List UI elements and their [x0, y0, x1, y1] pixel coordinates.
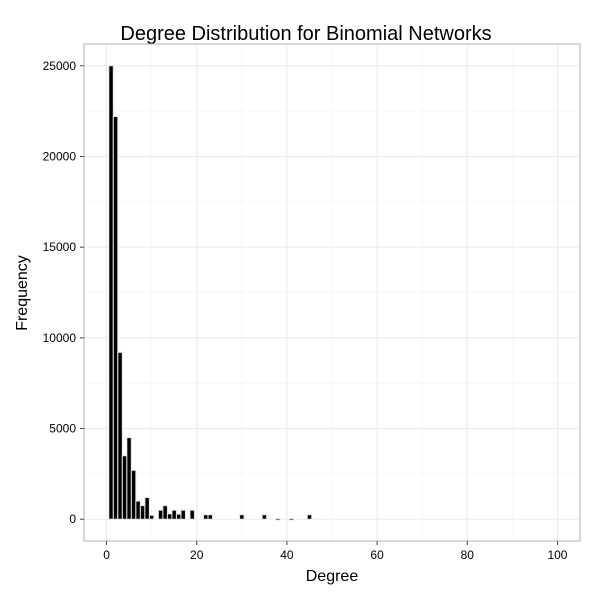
- bar-degree-13: [162, 505, 168, 520]
- bar-degree-9: [144, 496, 150, 520]
- bar-degree-38: [275, 518, 281, 521]
- bar-degree-10: [148, 514, 155, 520]
- bars: [108, 65, 313, 521]
- grid-lines: [84, 44, 580, 541]
- y-axis-title: Frequency: [14, 255, 31, 331]
- bar-degree-45: [306, 514, 313, 520]
- bar-degree-16: [175, 513, 182, 520]
- bar-degree-22: [202, 514, 209, 520]
- bar-degree-8: [139, 505, 146, 520]
- y-tick-label: 0: [69, 512, 76, 526]
- bar-degree-4: [121, 455, 128, 520]
- x-axis-title: Degree: [306, 568, 359, 585]
- bar-degree-23: [207, 514, 214, 520]
- bar-degree-30: [239, 514, 245, 520]
- y-tick-label: 25000: [43, 59, 77, 73]
- x-tick-label: 60: [370, 548, 384, 562]
- y-tick-label: 15000: [43, 240, 77, 254]
- y-tick-label: 20000: [43, 149, 77, 163]
- x-tick-label: 40: [280, 548, 294, 562]
- y-tick-label: 5000: [49, 422, 76, 436]
- bar-degree-2: [112, 116, 119, 520]
- bar-degree-1: [108, 65, 114, 520]
- x-tick-label: 100: [547, 548, 567, 562]
- plot-panel: [83, 43, 581, 542]
- x-tick-label: 0: [103, 548, 110, 562]
- bar-degree-6: [130, 469, 137, 520]
- chart-title: Degree Distribution for Binomial Network…: [120, 23, 491, 45]
- bar-degree-41: [288, 518, 295, 521]
- x-tick-label: 20: [190, 548, 204, 562]
- y-tick-label: 10000: [43, 331, 77, 345]
- bar-degree-35: [261, 514, 268, 520]
- bar-degree-5: [126, 437, 132, 520]
- bar-degree-3: [117, 351, 123, 520]
- axis-ticks: 0 20 40 60 80 100 0 5000 10000 15000 20000 25000: [43, 59, 568, 562]
- bar-degree-12: [157, 509, 164, 520]
- bar-degree-15: [171, 509, 177, 520]
- bar-degree-17: [180, 509, 186, 520]
- bar-degree-19: [189, 509, 195, 520]
- bar-degree-14: [166, 513, 173, 520]
- x-tick-label: 80: [461, 548, 475, 562]
- bar-degree-7: [135, 500, 141, 520]
